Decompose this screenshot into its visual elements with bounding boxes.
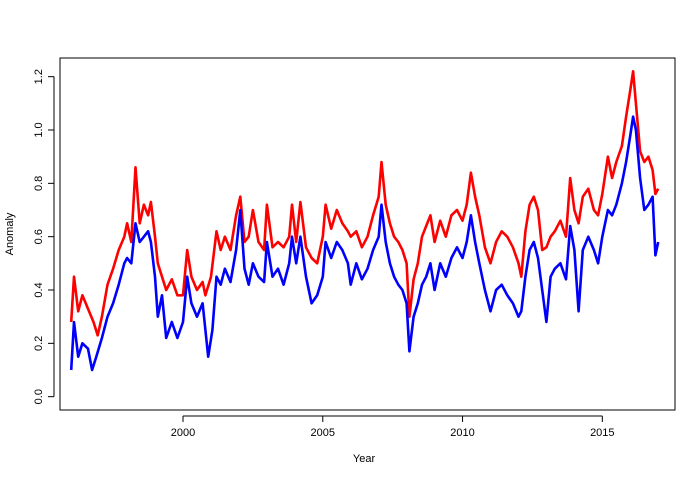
plot-frame <box>59 57 676 411</box>
series-line-0 <box>69 70 660 337</box>
y-axis-title: Anomaly <box>4 212 16 255</box>
y-axis: 0.0 0.2 0.4 0.6 0.8 1.0 1.2 <box>33 69 55 404</box>
x-axis-title: Year <box>353 453 376 465</box>
series-layer <box>69 70 660 372</box>
x-tick-label: 2010 <box>450 427 474 439</box>
y-tick-label: 0.4 <box>33 282 45 297</box>
y-tick-label: 0.2 <box>33 336 45 351</box>
x-axis: 2000 2005 2010 2015 <box>171 415 615 439</box>
y-tick-label: 0.0 <box>33 389 45 404</box>
y-tick-label: 0.8 <box>33 176 45 191</box>
y-tick-label: 0.6 <box>33 229 45 244</box>
x-tick-label: 2005 <box>311 427 335 439</box>
x-tick-label: 2000 <box>171 427 195 439</box>
series-line-1 <box>69 115 660 372</box>
y-tick-label: 1.2 <box>33 69 45 84</box>
x-tick-label: 2015 <box>590 427 614 439</box>
y-tick-label: 1.0 <box>33 122 45 137</box>
